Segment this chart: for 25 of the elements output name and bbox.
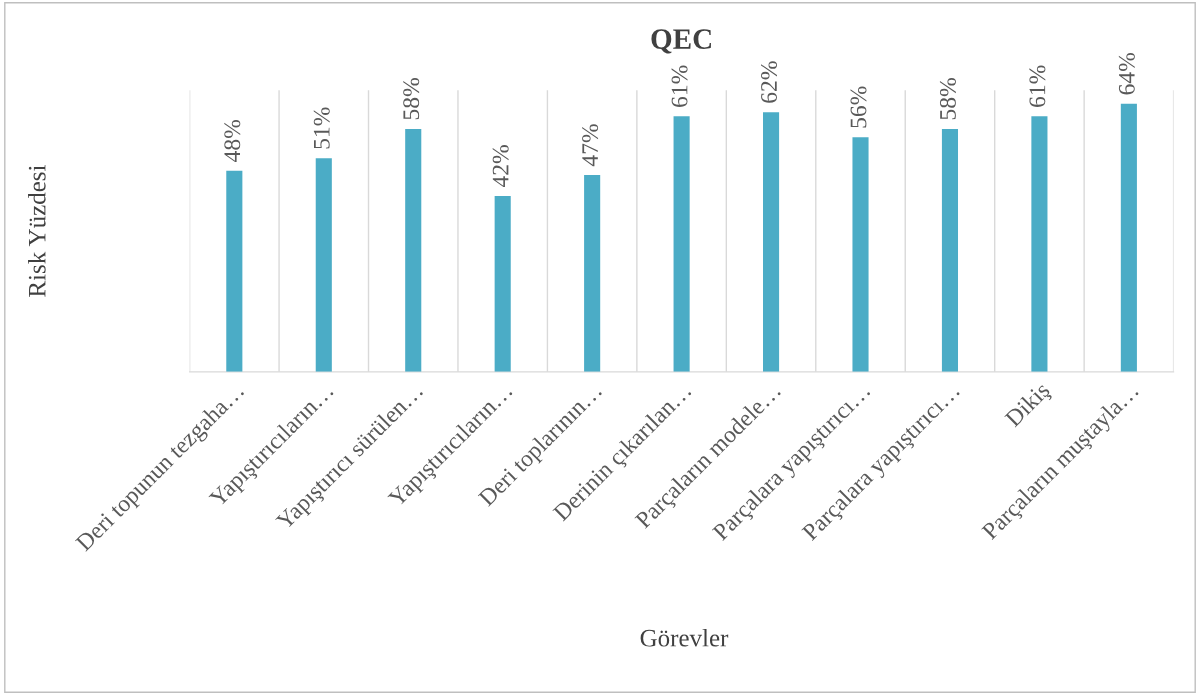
data-label: 42% — [492, 145, 509, 188]
data-label: 58% — [403, 78, 420, 120]
bar — [852, 137, 869, 372]
chart-title: QEC — [651, 29, 711, 54]
x-axis-title: Görevler — [640, 629, 729, 647]
bar — [763, 112, 780, 372]
data-label: 62% — [761, 61, 778, 103]
data-label: 48% — [224, 119, 241, 162]
data-label: 58% — [939, 78, 956, 120]
bar — [226, 170, 243, 372]
y-axis-title: Risk Yüzdesi — [28, 165, 46, 297]
bar — [1031, 116, 1048, 372]
data-label: 61% — [671, 65, 688, 107]
data-label: 64% — [1118, 52, 1135, 95]
data-label: 47% — [582, 124, 599, 167]
data-label: 56% — [850, 86, 867, 128]
bar — [1120, 103, 1137, 372]
bar — [315, 158, 332, 372]
bar — [941, 128, 959, 372]
bar — [405, 128, 422, 372]
bar — [673, 116, 690, 372]
bar — [584, 174, 601, 372]
data-label: 51% — [313, 107, 330, 149]
data-label: 61% — [1029, 65, 1046, 107]
bar — [494, 195, 511, 372]
